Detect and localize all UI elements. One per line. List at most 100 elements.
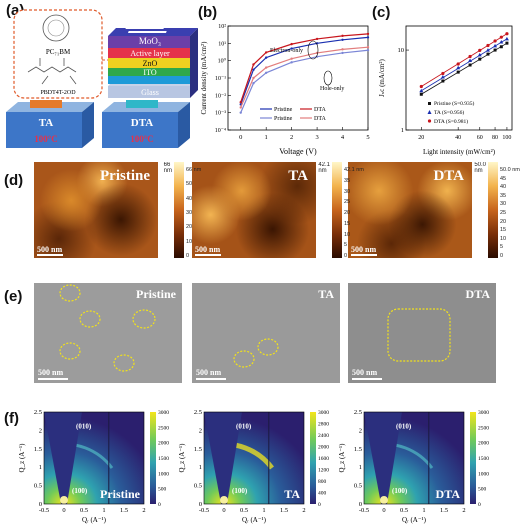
- afm-colorbar-tick: 66 nm: [186, 167, 202, 173]
- jsc-data-point: [468, 63, 472, 67]
- giwaxs-xtick-label: 0: [382, 507, 385, 514]
- hole-only-ellipse: [323, 70, 333, 86]
- giwaxs-colorbar-tick: 1600: [318, 456, 329, 462]
- dta-label: DTA: [131, 117, 153, 129]
- giwaxs-xtick-label: 1: [422, 507, 425, 514]
- giwaxs-100-label: (100): [232, 487, 248, 495]
- giwaxs-colorbar-tick: 0: [158, 502, 161, 508]
- afm-colorbar-max: 50.0 nm: [474, 162, 486, 174]
- afm-colorbar-tick: 10: [186, 238, 193, 245]
- layer-active: Active layer: [130, 49, 170, 58]
- giwaxs-colorbar-tick: 3000: [158, 410, 169, 416]
- giwaxs-colorbar-tick: 1500: [478, 456, 489, 462]
- jsc-xtick-label: 60: [477, 135, 483, 141]
- jv-data-point: [264, 56, 268, 59]
- giwaxs-ytick-label: 2: [199, 427, 202, 434]
- jsc-data-point: [477, 52, 482, 57]
- afm-colorbar-tick: 15: [500, 227, 507, 234]
- giwaxs-ytick-label: 1.5: [194, 446, 202, 453]
- afm-colorbar: [488, 162, 498, 258]
- afm-colorbar-tick: 0: [344, 253, 348, 259]
- giwaxs-sample-label: Pristine: [100, 487, 141, 501]
- giwaxs-colorbar-tick: 2500: [158, 425, 169, 431]
- giwaxs-010-label: (010): [76, 423, 92, 431]
- giwaxs-ytick-label: 2: [359, 427, 362, 434]
- jv-data-point: [366, 32, 370, 36]
- giwaxs-xtick-label: -0.5: [39, 507, 49, 514]
- giwaxs-xlabel: Qᵣ (A⁻¹): [402, 516, 427, 524]
- afm-colorbar-ticks: 50.0 nm 45 40 35 30 25 20 15 10 5 0: [500, 167, 520, 259]
- jv-data-point: [341, 48, 344, 51]
- sem-domain-markers: [387, 308, 451, 362]
- jsc-xlabel: Light intensity (mW/cm²): [423, 148, 496, 156]
- jv-ytick-label: 10⁰: [218, 58, 227, 65]
- device-schematic: MoO₃ Active layer ZnO ITO Glass TA 100°C…: [6, 9, 198, 148]
- afm-colorbar-tick: 5: [500, 244, 504, 251]
- jv-data-point: [341, 34, 344, 38]
- jsc-light-chart: Jₛc (mA/cm²) Light intensity (mW/cm²) 20…: [378, 25, 513, 156]
- giwaxs-colorbar-tick: 2000: [158, 441, 169, 447]
- jsc-data-point: [468, 54, 472, 59]
- afm-colorbar-tick: 50: [186, 181, 193, 188]
- jv-legend: Pristine DTA Pristine DTA: [260, 107, 327, 122]
- giwaxs-colorbar-tick: 1200: [318, 468, 329, 474]
- jsc-data-point: [505, 32, 509, 36]
- giwaxs-colorbar-tick: 500: [158, 487, 167, 493]
- jv-xtick-label: 3: [315, 134, 318, 141]
- giwaxs-ytick-label: 1: [359, 464, 362, 471]
- afm-colorbar-ticks: 66 nm 50 40 30 20 10 0: [186, 167, 206, 259]
- afm-scalebar: [195, 254, 221, 256]
- jsc-data-point: [441, 71, 445, 76]
- giwaxs-ylabel: Q_z (A⁻¹): [18, 443, 26, 473]
- jv-ytick-label: 10¹: [218, 41, 226, 47]
- giwaxs-xtick-label: -0.5: [359, 507, 369, 514]
- afm-texture: [348, 162, 472, 258]
- afm-image-dta: DTA 500 nm 50.0 nm: [348, 162, 498, 258]
- afm-colorbar-tick: 20: [186, 224, 193, 231]
- jv-data-point: [341, 38, 344, 41]
- giwaxs-colorbar: [470, 412, 476, 504]
- jv-xtick-label: 2: [290, 134, 293, 141]
- electron-only-annotation: Electron-only: [270, 48, 303, 54]
- giwaxs-xtick-label: 0: [222, 507, 225, 514]
- giwaxs-sample-label: TA: [284, 487, 300, 501]
- giwaxs-xtick-label: 1.5: [280, 507, 288, 514]
- giwaxs-100-spot: [380, 496, 388, 504]
- giwaxs-ytick-label: 0.5: [34, 483, 42, 490]
- afm-image-ta: TA 500 nm 42.1 nm: [192, 162, 342, 258]
- giwaxs-ytick-label: 0.5: [194, 483, 202, 490]
- giwaxs-colorbar-tick: 2400: [318, 433, 329, 439]
- sem-scale-label: 500 nm: [196, 368, 222, 377]
- giwaxs-colorbar-tick: 800: [318, 479, 327, 485]
- jv-data-point: [239, 101, 242, 104]
- jsc-data-point: [505, 41, 509, 45]
- polymer-label: PBDT4T-2OD: [40, 90, 76, 96]
- giwaxs-colorbar-tick: 1000: [158, 471, 169, 477]
- giwaxs-xtick-label: 2: [462, 507, 465, 514]
- giwaxs-missing-wedge: [364, 412, 402, 504]
- afm-colorbar-tick: 20: [500, 218, 507, 225]
- jsc-xtick-label: 80: [492, 135, 498, 141]
- sem-image-ta: TA 500 nm: [192, 283, 340, 383]
- jsc-ytick-label: 10: [398, 47, 405, 54]
- afm-colorbar-tick: 40: [500, 184, 507, 191]
- afm-colorbar-tick: 20: [344, 210, 351, 216]
- jv-series-line: [240, 49, 369, 113]
- jsc-data-point: [419, 84, 423, 89]
- giwaxs-xtick-label: 0.5: [400, 507, 408, 514]
- giwaxs-ytick-label: 1: [199, 464, 202, 471]
- legend-item: DTA: [314, 107, 327, 113]
- afm-scalebar: [37, 254, 63, 256]
- jsc-fit-line: [421, 42, 508, 95]
- giwaxs-colorbar-tick: 1000: [478, 471, 489, 477]
- afm-colorbar: [332, 162, 342, 258]
- giwaxs-ytick-label: 1.5: [34, 446, 42, 453]
- hole-only-annotation: Hole-only: [320, 86, 344, 92]
- jv-ytick-label: 10⁻¹: [215, 76, 226, 82]
- jv-data-point: [252, 76, 255, 80]
- jsc-data-point: [486, 43, 490, 48]
- afm-colorbar-tick: 35: [344, 177, 351, 184]
- giwaxs-pattern-pristine: (010)(100) Pristine-0.5 0 0.5 1 1.5 200.511.52…: [18, 409, 169, 524]
- ta-hotplate: [6, 100, 94, 148]
- giwaxs-missing-wedge: [204, 412, 242, 504]
